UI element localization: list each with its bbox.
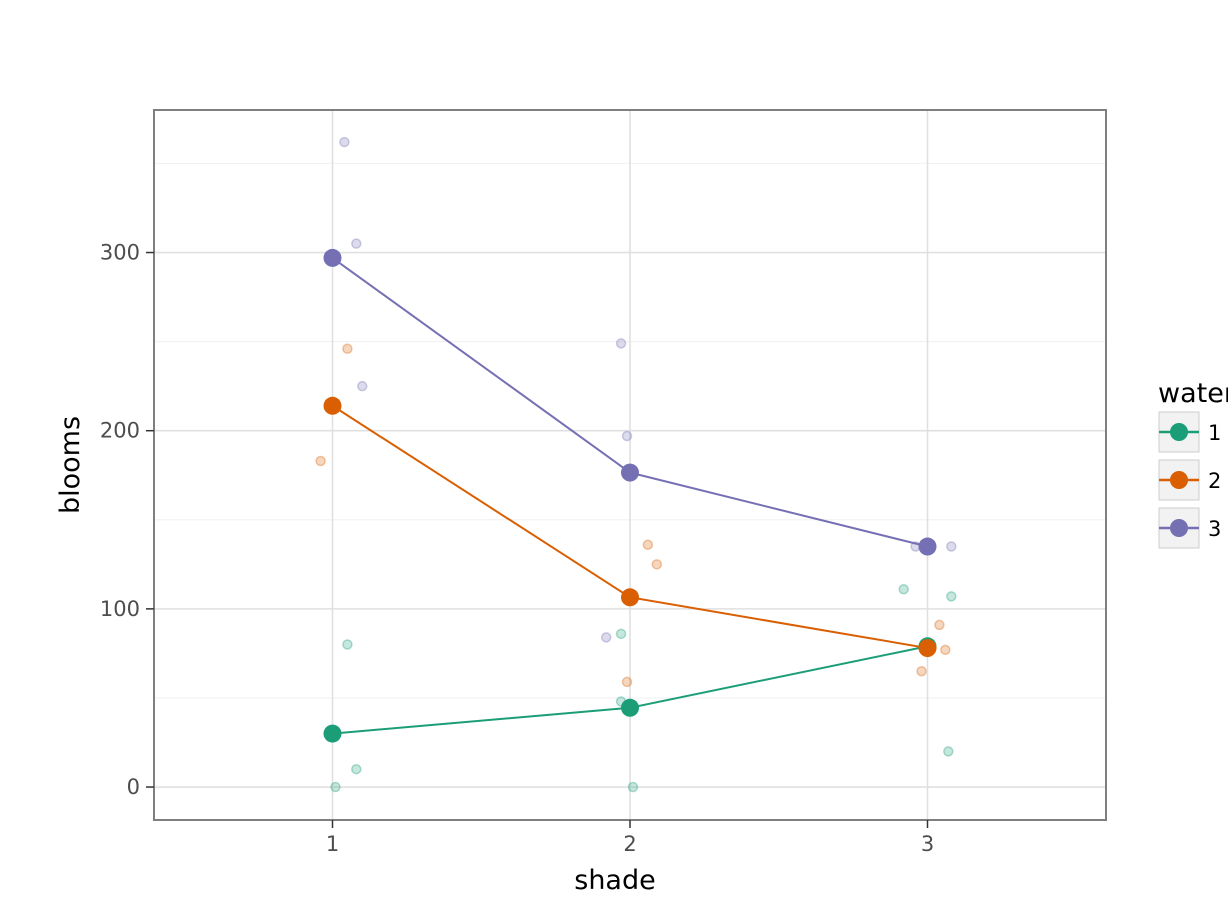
observation-point [339,136,350,148]
observation-point [357,380,368,392]
mean-point [918,537,937,556]
legend-title: water [1158,378,1228,409]
legend-key-marker [1170,519,1188,537]
legend-key-marker [1170,471,1188,489]
mean-points [323,248,937,743]
y-tick-label: 200 [100,419,140,443]
legend-key [1158,507,1200,549]
legend-key [1158,459,1200,501]
observation-point [342,639,353,650]
observation-point [615,338,627,349]
mean-point [323,248,342,267]
observation-point [621,430,633,442]
observation-point [627,781,639,793]
mean-point [621,463,639,482]
legend-label: 2 [1208,469,1221,493]
observation-point [898,584,909,595]
observation-point [351,238,362,249]
tick-labels: 0 100 200 300 1 2 3 [100,241,934,856]
observation-point [642,539,654,550]
mean-point [323,724,342,743]
observation-point [940,644,951,656]
observation-point [600,632,612,643]
observation-point [315,455,326,467]
mean-point [323,396,342,415]
legend-key [1158,411,1200,453]
observation-point [651,559,663,570]
observation-point [342,343,353,354]
observation-point [946,591,957,602]
mean-point [621,588,639,607]
y-tick-label: 0 [127,775,140,799]
observation-point [943,746,954,757]
mean-point [621,698,639,717]
observation-point [621,676,633,688]
observation-point [615,628,627,640]
observation-point [916,665,927,677]
observation-point [934,619,945,631]
legend-label: 3 [1208,517,1221,541]
legend-label: 1 [1208,421,1221,445]
observation-point [946,541,957,552]
x-tick-label: 3 [921,832,934,856]
legend-key-marker [1170,423,1188,441]
legend: water 1 2 3 [1158,378,1228,549]
axis-ticks [146,251,929,828]
x-tick-label: 1 [326,832,339,856]
y-tick-label: 100 [100,597,140,621]
observation-point [351,763,362,775]
y-tick-label: 300 [100,241,140,265]
x-tick-label: 2 [623,832,636,856]
observation-point [330,781,341,793]
observation-points [315,136,957,793]
mean-point [918,639,937,658]
y-axis-title: blooms [55,416,86,514]
x-axis-title: shade [574,865,655,896]
